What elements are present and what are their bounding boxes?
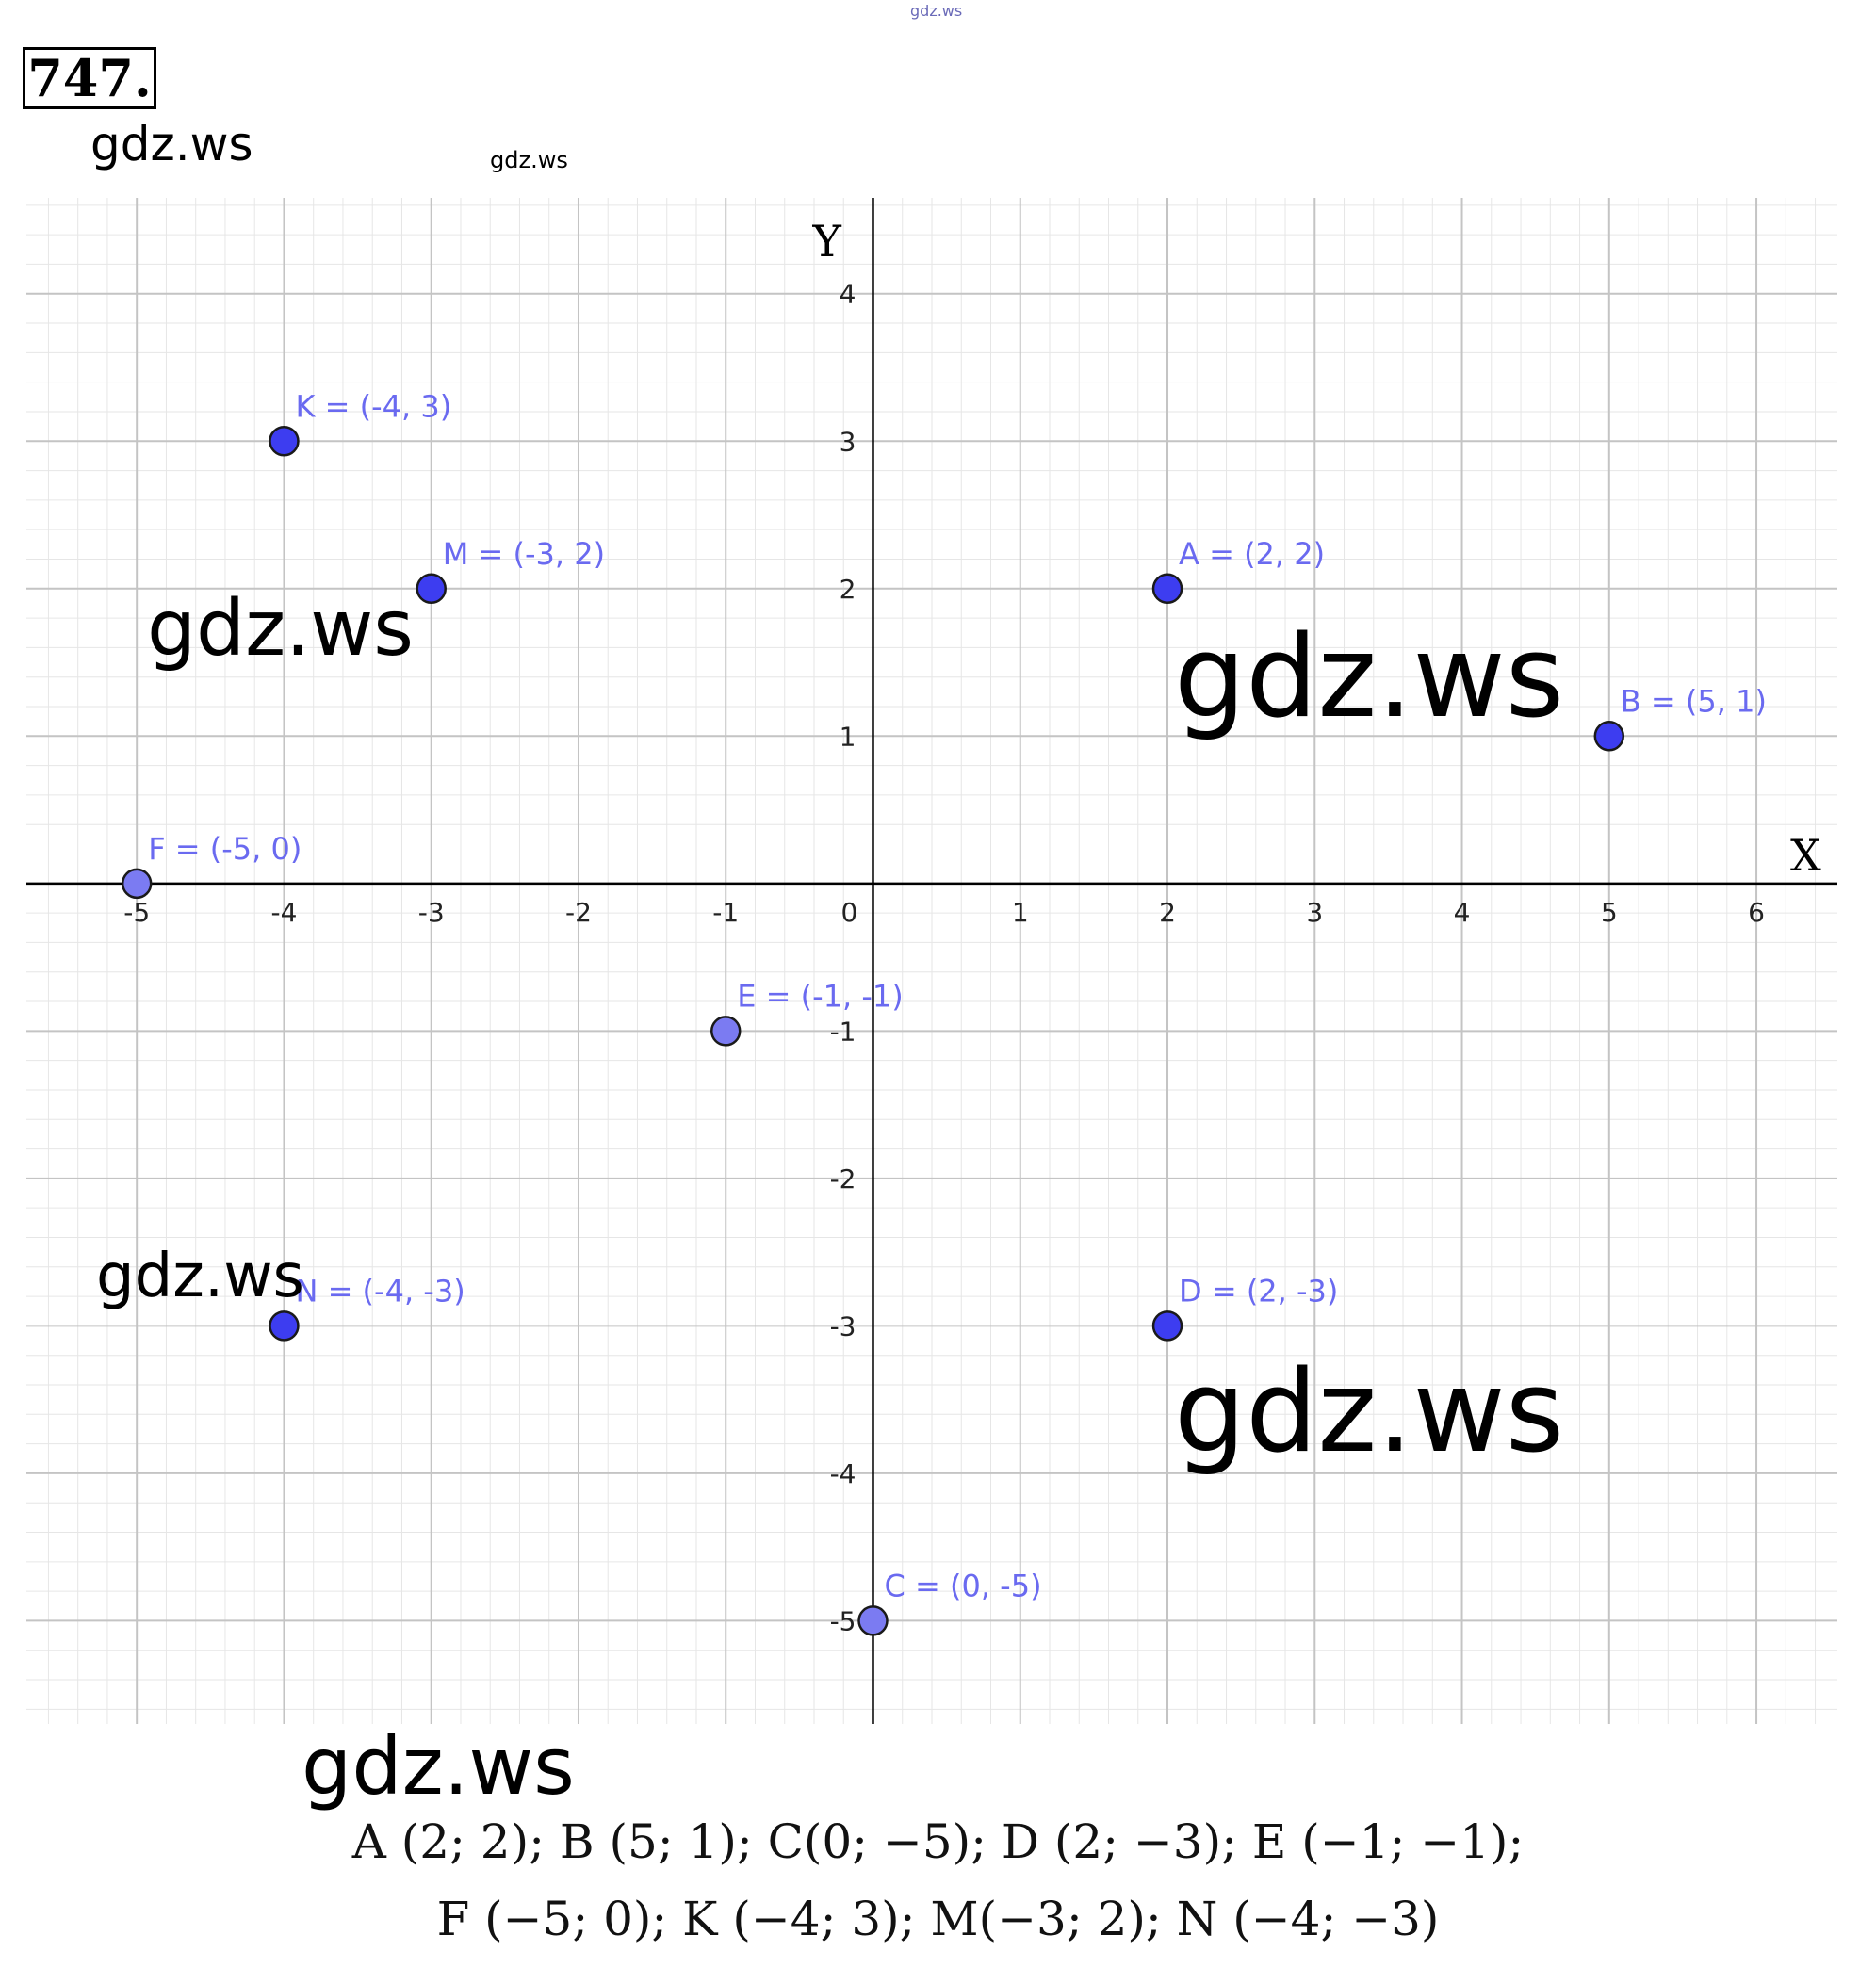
watermark-7: gdz.ws [302, 1720, 575, 1813]
point-label-B: B = (5, 1) [1621, 683, 1767, 719]
answer-line-1: A (2; 2); B (5; 1); C(0; −5); D (2; −3);… [351, 1814, 1525, 1869]
grid-minor [26, 198, 1837, 1724]
tick-label-x: -5 [123, 897, 150, 928]
watermark-top: gdz.ws [910, 2, 963, 20]
tick-label-x: -4 [270, 897, 297, 928]
point-M [416, 573, 447, 605]
tick-label-y: -1 [830, 1016, 856, 1047]
point-N [269, 1310, 300, 1342]
tick-label-y: -4 [830, 1458, 856, 1489]
tick-label-origin: 0 [840, 897, 857, 928]
tick-label-x: 2 [1159, 897, 1176, 928]
tick-label-x: -1 [712, 897, 739, 928]
tick-label-y: -2 [830, 1163, 856, 1195]
data-points: K = (-4, 3) M = (-3, 2) A = (2, 2) B = (5, … [121, 388, 1767, 1636]
tick-label-y: 3 [840, 426, 856, 457]
point-label-A: A = (2, 2) [1179, 536, 1325, 572]
tick-label-y: 1 [840, 721, 856, 752]
tick-label-x: -2 [565, 897, 592, 928]
tick-label-x: 6 [1748, 897, 1765, 928]
point-label-M: M = (-3, 2) [443, 536, 605, 572]
tick-label-y: 4 [840, 279, 856, 310]
tick-label-x: 1 [1012, 897, 1029, 928]
axes: XY [26, 198, 1837, 1724]
tick-label-x: 4 [1454, 897, 1471, 928]
point-label-N: N = (-4, -3) [295, 1273, 465, 1309]
point-K [269, 426, 300, 457]
watermark-1: gdz.ws [90, 117, 253, 171]
watermark-3: gdz.ws [147, 584, 414, 674]
point-label-C: C = (0, -5) [884, 1568, 1041, 1603]
tick-label-x: -3 [418, 897, 445, 928]
tick-label-y: -5 [830, 1605, 856, 1636]
point-label-K: K = (-4, 3) [295, 388, 451, 424]
point-A [1151, 573, 1183, 605]
answer-line-2: F (−5; 0); K (−4; 3); M(−3; 2); N (−4; −… [436, 1892, 1440, 1946]
point-D [1151, 1310, 1183, 1342]
tick-labels: 0 -5 -4 -3 -2 -1 1 2 3 4 5 6 4 3 2 1 -1 -2 -3 -4 -5 [123, 279, 1765, 1637]
tick-label-y: -3 [830, 1310, 856, 1342]
y-axis-label: Y [811, 216, 841, 267]
tick-label-x: 3 [1306, 897, 1323, 928]
point-label-E: E = (-1, -1) [737, 978, 904, 1014]
problem-number: 747. [23, 47, 156, 109]
point-label-D: D = (2, -3) [1179, 1273, 1338, 1309]
point-C [857, 1605, 889, 1636]
point-B [1593, 721, 1625, 752]
watermark-5: gdz.ws [96, 1242, 304, 1311]
tick-label-y: 2 [840, 574, 856, 605]
point-F [121, 868, 153, 900]
watermark-6: gdz.ws [1174, 1347, 1565, 1478]
point-label-F: F = (-5, 0) [148, 831, 302, 867]
point-E [710, 1016, 742, 1047]
x-axis-label: X [1790, 830, 1821, 881]
watermark-4: gdz.ws [1174, 612, 1565, 743]
tick-label-x: 5 [1601, 897, 1618, 928]
watermark-2: gdz.ws [490, 147, 568, 173]
